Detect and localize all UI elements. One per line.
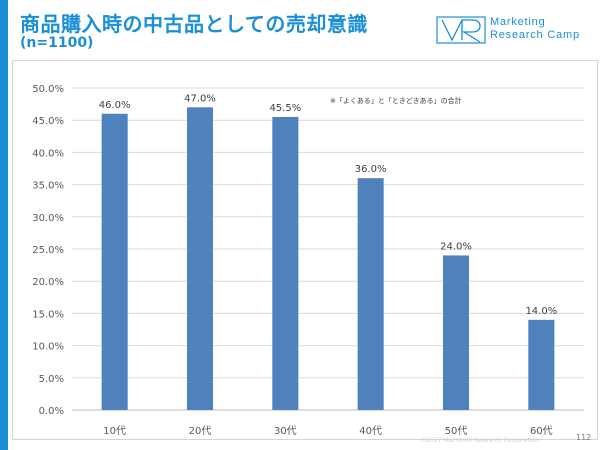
y-tick-label: 40.0% (32, 148, 64, 159)
data-label: 14.0% (525, 306, 557, 317)
y-tick-label: 0.0% (39, 406, 64, 417)
y-tick-label: 50.0% (32, 84, 64, 95)
y-tick-label: 45.0% (32, 116, 64, 127)
bar (443, 255, 469, 410)
bar (357, 178, 384, 410)
page-subtitle: (n=1100) (20, 35, 94, 51)
bar (187, 107, 213, 410)
accent-bar (0, 0, 8, 450)
bar (528, 319, 555, 410)
data-label: 45.5% (269, 103, 301, 114)
bar (101, 113, 128, 410)
x-tick-label: 60代 (530, 425, 553, 437)
y-tick-label: 20.0% (32, 277, 64, 288)
copyright-text: ©2017 Macromill Research Corporation (420, 437, 539, 444)
x-tick-label: 40代 (359, 425, 382, 437)
y-tick-label: 35.0% (32, 181, 64, 192)
y-tick-label: 25.0% (32, 245, 64, 256)
data-label: 47.0% (184, 93, 216, 104)
y-tick-label: 10.0% (32, 342, 64, 353)
data-label: 46.0% (99, 100, 131, 111)
brand-name-line2: Research Camp (490, 29, 580, 41)
x-tick-label: 50代 (445, 425, 468, 437)
y-tick-label: 15.0% (32, 309, 64, 320)
page-number: 112 (576, 433, 592, 442)
x-tick-label: 10代 (103, 425, 126, 437)
page-title: 商品購入時の中古品としての売却意識 (20, 12, 368, 36)
y-tick-label: 30.0% (32, 213, 64, 224)
data-label: 36.0% (355, 164, 387, 175)
brand-logo-icon (436, 16, 486, 44)
chart-annotation: ※「よくある」と「ときどきある」の合計 (330, 96, 462, 105)
data-label: 24.0% (440, 241, 472, 252)
bar (272, 116, 299, 410)
brand-name: Marketing Research Camp (490, 16, 580, 42)
y-tick-label: 5.0% (39, 374, 64, 385)
brand-name-line1: Marketing (490, 16, 546, 28)
x-tick-label: 30代 (274, 425, 297, 437)
x-tick-label: 20代 (189, 425, 212, 437)
